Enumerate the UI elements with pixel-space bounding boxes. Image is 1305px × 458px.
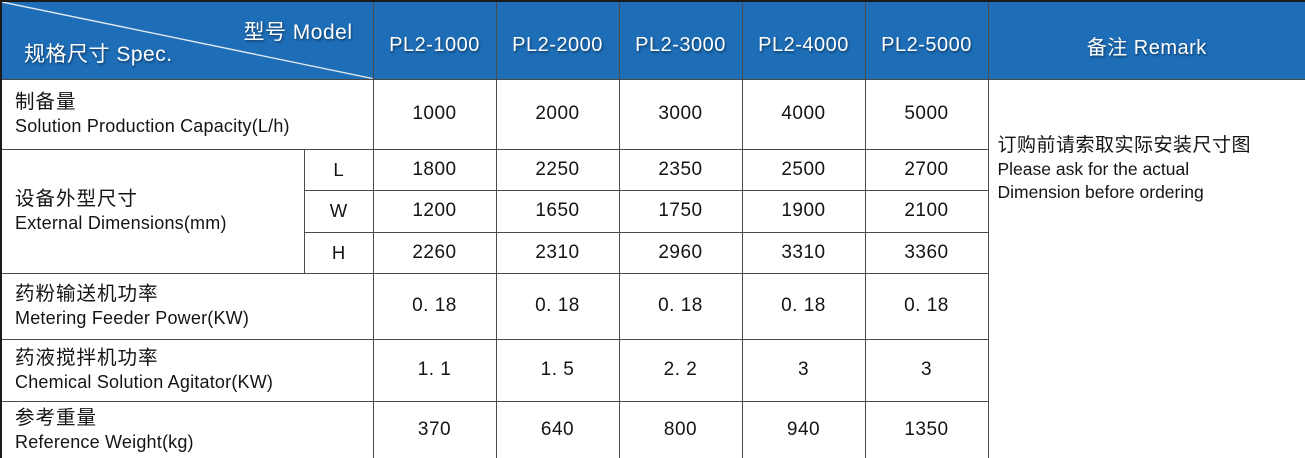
dimension-l-value: 2500 xyxy=(741,148,866,191)
model-header-pl2-5000: PL2-5000 xyxy=(864,0,989,80)
row-label-dimensions: 设备外型尺寸 External Dimensions(mm) xyxy=(0,148,305,274)
dimension-w-value: 1650 xyxy=(495,189,620,233)
capacity-value: 2000 xyxy=(495,78,620,150)
dimension-key-h: H xyxy=(303,231,374,274)
dimension-w-value: 2100 xyxy=(864,189,989,233)
reference-weight-value: 940 xyxy=(741,400,866,458)
dimension-l-value: 2700 xyxy=(864,148,989,191)
dimension-h-value: 3310 xyxy=(741,231,866,274)
row-label-reference-weight-zh: 参考重量 xyxy=(15,406,98,429)
feeder-power-value: 0. 18 xyxy=(495,272,620,340)
model-header-pl2-3000: PL2-3000 xyxy=(618,0,743,80)
row-label-reference-weight-en: Reference Weight(kg) xyxy=(15,431,194,452)
feeder-power-value: 0. 18 xyxy=(618,272,743,340)
dimension-h-value: 2310 xyxy=(495,231,620,274)
feeder-power-value: 0. 18 xyxy=(372,272,497,340)
capacity-value: 4000 xyxy=(741,78,866,150)
dimension-l-value: 2250 xyxy=(495,148,620,191)
dimension-w-value: 1750 xyxy=(618,189,743,233)
reference-weight-value: 370 xyxy=(372,400,497,458)
remark-line-en2: Dimension before ordering xyxy=(997,181,1204,202)
row-dimensions-l: 设备外型尺寸 External Dimensions(mm) L 1800 22… xyxy=(0,148,1305,274)
row-label-reference-weight: 参考重量 Reference Weight(kg) xyxy=(0,400,374,458)
dimension-l-value: 2350 xyxy=(618,148,743,191)
capacity-value: 1000 xyxy=(372,78,497,150)
agitator-power-value: 1. 5 xyxy=(495,338,620,402)
agitator-power-value: 1. 1 xyxy=(372,338,497,402)
row-label-agitator-power-zh: 药液搅拌机功率 xyxy=(15,347,159,369)
dimension-w-value: 1900 xyxy=(741,189,866,233)
row-label-dimensions-en: External Dimensions(mm) xyxy=(15,212,227,233)
remark-line-zh: 订购前请索取实际安装尺寸图 xyxy=(997,134,1252,156)
corner-header-cell: 型号 Model 规格尺寸 Spec. xyxy=(0,0,374,80)
row-label-dimensions-zh: 设备外型尺寸 xyxy=(15,188,139,210)
model-header-pl2-4000: PL2-4000 xyxy=(741,0,866,80)
row-capacity: 制备量 Solution Production Capacity(L/h) 10… xyxy=(0,78,1305,458)
row-label-capacity-en: Solution Production Capacity(L/h) xyxy=(15,115,290,136)
dimension-w-value: 1200 xyxy=(372,189,497,233)
reference-weight-value: 1350 xyxy=(864,400,989,458)
row-feeder-power: 药粉输送机功率 Metering Feeder Power(KW) 0. 18 … xyxy=(0,272,1305,340)
dimension-key-l: L xyxy=(303,148,374,191)
remark-header: 备注 Remark xyxy=(987,0,1305,80)
row-agitator-power: 药液搅拌机功率 Chemical Solution Agitator(KW) 1… xyxy=(0,338,1305,402)
corner-spec-label: 规格尺寸 Spec. xyxy=(24,42,173,66)
row-label-agitator-power-en: Chemical Solution Agitator(KW) xyxy=(15,371,274,392)
row-label-feeder-power: 药粉输送机功率 Metering Feeder Power(KW) xyxy=(0,272,374,340)
dimension-h-value: 2960 xyxy=(618,231,743,274)
row-dimensions-h: H 2260 2310 2960 3310 3360 xyxy=(1,231,1305,274)
capacity-value: 3000 xyxy=(618,78,743,150)
row-label-agitator-power: 药液搅拌机功率 Chemical Solution Agitator(KW) xyxy=(0,338,374,402)
remark-line-en1: Please ask for the actual xyxy=(997,159,1190,180)
reference-weight-value: 640 xyxy=(495,400,620,458)
model-header-pl2-1000: PL2-1000 xyxy=(372,0,497,80)
header-row: 型号 Model 规格尺寸 Spec. PL2-1000 PL2-2000 PL… xyxy=(0,0,1305,80)
dimension-l-value: 1800 xyxy=(372,148,497,191)
row-reference-weight: 参考重量 Reference Weight(kg) 370 640 800 94… xyxy=(0,400,1305,458)
reference-weight-value: 800 xyxy=(618,400,743,458)
dimension-h-value: 3360 xyxy=(864,231,989,274)
diagonal-divider xyxy=(2,2,373,79)
agitator-power-value: 2. 2 xyxy=(618,338,743,402)
dimension-key-w: W xyxy=(303,189,374,233)
row-dimensions-w: W 1200 1650 1750 1900 2100 xyxy=(1,189,1305,233)
row-label-feeder-power-zh: 药粉输送机功率 xyxy=(15,283,159,305)
dimension-h-value: 2260 xyxy=(372,231,497,274)
model-header-pl2-2000: PL2-2000 xyxy=(495,0,620,80)
row-label-feeder-power-en: Metering Feeder Power(KW) xyxy=(15,307,250,328)
feeder-power-value: 0. 18 xyxy=(741,272,866,340)
capacity-value: 5000 xyxy=(864,78,989,150)
feeder-power-value: 0. 18 xyxy=(864,272,989,340)
agitator-power-value: 3 xyxy=(864,338,989,402)
row-label-capacity-zh: 制备量 xyxy=(15,91,77,113)
row-label-capacity: 制备量 Solution Production Capacity(L/h) xyxy=(0,78,374,150)
agitator-power-value: 3 xyxy=(741,338,866,402)
corner-model-label: 型号 Model xyxy=(243,21,353,44)
remark-cell: 订购前请索取实际安装尺寸图 Please ask for the actual … xyxy=(987,78,1305,458)
